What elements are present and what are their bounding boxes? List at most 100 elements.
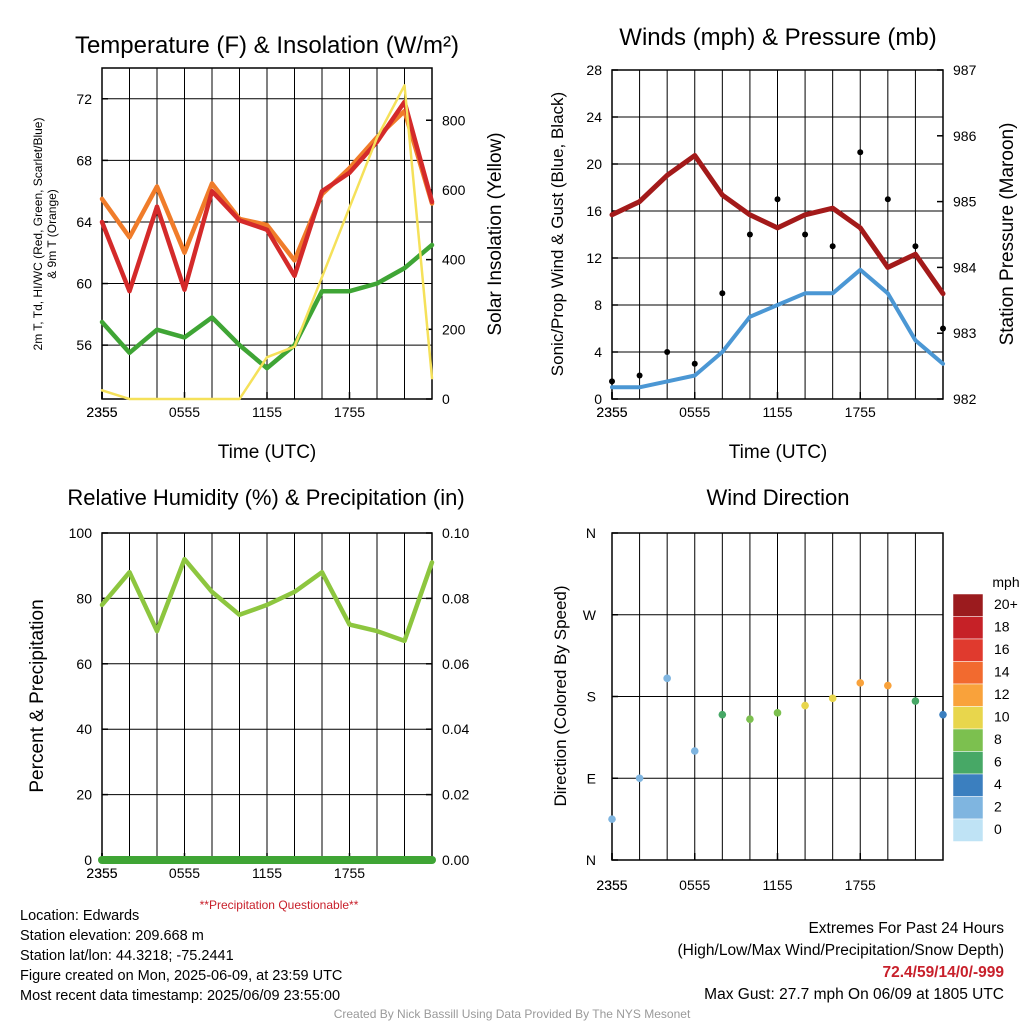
gust-point <box>802 231 809 238</box>
y-right-tick-label: 987 <box>953 62 977 78</box>
y-right-tick-label: 800 <box>442 112 466 128</box>
y-direction-tick-label: W <box>583 607 597 623</box>
direction-point <box>746 715 754 724</box>
temperature-xlabel: Time (UTC) <box>218 442 317 463</box>
gust-point <box>912 243 919 250</box>
gust-point <box>829 243 836 250</box>
y-left-tick-label: 40 <box>76 721 92 737</box>
max-gust: Max Gust: 27.7 mph On 06/09 at 1805 UTC <box>704 986 1004 1003</box>
legend-label: 20+ <box>994 596 1018 612</box>
series-line-station-pressure <box>609 153 946 297</box>
y-direction-tick-label: E <box>587 770 596 786</box>
series-line-relative-humidity <box>99 556 435 644</box>
x-tick-label: 2355 <box>86 865 117 881</box>
y-right-tick-label: 0.10 <box>442 525 469 541</box>
x-tick-label: 2355 <box>86 404 117 420</box>
winds-ylabel-right: Station Pressure (Maroon) <box>997 123 1018 346</box>
y-left-tick-label: 100 <box>69 525 93 541</box>
direction-title: Wind Direction <box>706 485 849 510</box>
direction-point <box>939 710 947 719</box>
direction-point <box>911 697 920 705</box>
temperature-ylabel-left-line2: & 9m T (Orange) <box>45 189 59 279</box>
x-tick-label: 1755 <box>334 865 365 881</box>
y-right-tick-label: 200 <box>442 321 466 337</box>
temperature-panel: Temperature (F) & Insolation (W/m²) 2355… <box>31 32 506 463</box>
y-left-tick-label: 4 <box>594 344 602 360</box>
series-line-2m-t <box>99 99 435 294</box>
x-tick-label: 1755 <box>845 877 876 893</box>
x-tick-label: 0555 <box>679 877 710 893</box>
y-left-tick-label: 16 <box>586 203 602 219</box>
legend-label: 18 <box>994 619 1010 635</box>
legend-label: 10 <box>994 709 1010 725</box>
y-direction-tick-label: N <box>586 852 596 868</box>
speed-color-legend: 20+ 18 16 14 12 10 8 6 4 2 0 <box>952 593 1018 842</box>
y-left-tick-label: 0 <box>594 391 602 407</box>
winds-xlabel: Time (UTC) <box>729 442 828 463</box>
station-elevation: Station elevation: 209.668 m <box>20 928 204 944</box>
credit-line: Created By Nick Bassill Using Data Provi… <box>333 1007 691 1021</box>
x-tick-label: 2355 <box>596 404 627 420</box>
legend-swatch <box>952 773 984 797</box>
y-left-tick-label: 0 <box>84 852 92 868</box>
direction-panel: Wind Direction 2355 0555 1155 17552355NESWN… <box>551 485 1020 893</box>
legend-swatch <box>952 661 984 685</box>
extremes-values: 72.4/59/14/0/-999 <box>882 964 1004 981</box>
y-left-tick-label: 60 <box>76 656 92 672</box>
y-left-tick-label: 64 <box>76 214 92 230</box>
gust-point <box>746 231 753 238</box>
station-location: Location: Edwards <box>20 908 140 924</box>
legend-label: 0 <box>994 821 1002 837</box>
legend-swatch <box>952 706 984 730</box>
station-latlon: Station lat/lon: 44.3218; -75.2441 <box>20 948 234 964</box>
x-tick-label: 0555 <box>169 404 200 420</box>
x-tick-label: 2355 <box>86 404 117 420</box>
speed-legend-title: mph <box>992 574 1019 590</box>
direction-point <box>884 681 892 690</box>
y-left-tick-label: 20 <box>76 787 92 803</box>
y-left-tick-label: 68 <box>76 152 92 168</box>
y-left-tick-label: 56 <box>76 337 92 353</box>
extremes-box: Extremes For Past 24 Hours (High/Low/Max… <box>678 918 1005 1006</box>
station-info: Location: Edwards Station elevation: 209… <box>20 906 342 1006</box>
x-tick-label: 2355 <box>596 404 627 420</box>
gust-point <box>609 378 615 385</box>
direction-point <box>718 710 727 719</box>
y-left-tick-label: 80 <box>76 590 92 606</box>
x-tick-label: 1155 <box>762 877 792 893</box>
y-right-tick-label: 0.06 <box>442 656 469 672</box>
legend-swatch <box>952 593 984 617</box>
legend-swatch <box>952 638 984 662</box>
x-tick-label: 1755 <box>845 404 876 420</box>
y-left-tick-label: 60 <box>76 276 92 292</box>
legend-swatch <box>952 683 984 707</box>
gust-point <box>884 196 891 203</box>
y-right-tick-label: 600 <box>442 182 466 198</box>
gust-point <box>664 349 671 355</box>
legend-swatch <box>952 818 984 842</box>
temperature-title: Temperature (F) & Insolation (W/m²) <box>75 32 459 59</box>
x-tick-label: 2355 <box>596 877 627 893</box>
winds-ylabel-left: Sonic/Prop Wind & Gust (Blue, Black) <box>548 92 567 376</box>
direction-point <box>663 674 671 683</box>
y-right-tick-label: 400 <box>442 252 466 268</box>
winds-title: Winds (mph) & Pressure (mb) <box>619 24 936 51</box>
direction-point <box>801 701 809 710</box>
humidity-title: Relative Humidity (%) & Precipitation (i… <box>67 485 464 510</box>
y-right-tick-label: 982 <box>953 391 977 407</box>
legend-label: 6 <box>994 754 1002 770</box>
y-right-tick-label: 984 <box>953 259 977 275</box>
temperature-ylabel-left-line1: 2m T, Td, HI/WC (Red, Green, Scarlet/Blu… <box>31 118 45 351</box>
winds-panel: Winds (mph) & Pressure (mb) 2355 0555 1155… <box>548 24 1018 463</box>
legend-label: 8 <box>994 731 1002 747</box>
y-left-tick-label: 28 <box>586 62 602 78</box>
y-right-tick-label: 986 <box>953 128 977 144</box>
legend-label: 16 <box>994 641 1010 657</box>
legend-swatch <box>952 728 984 752</box>
x-tick-label: 1155 <box>252 865 282 881</box>
gust-point <box>719 290 726 297</box>
temperature-plot-area: 2355 0555 1155 1755235556606468720200400600… <box>76 68 466 420</box>
legend-swatch <box>952 796 984 820</box>
y-left-tick-label: 12 <box>586 250 602 266</box>
direction-point <box>690 747 699 755</box>
